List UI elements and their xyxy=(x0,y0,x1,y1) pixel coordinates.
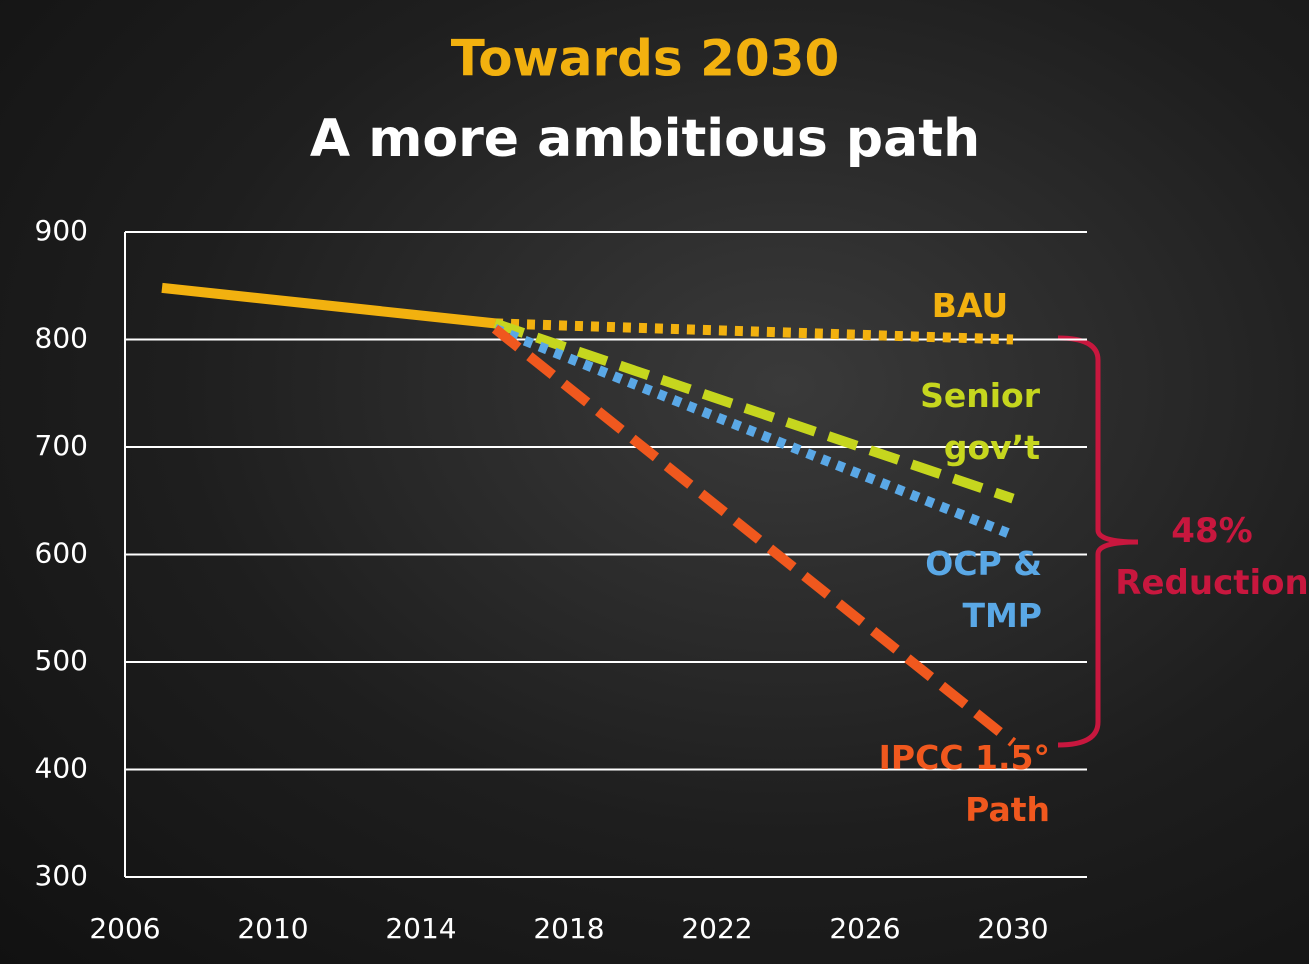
x-tick-label: 2006 xyxy=(89,912,160,945)
series-line xyxy=(162,288,495,323)
chart-subtitle: A more ambitious path xyxy=(310,109,980,169)
y-tick-label: 300 xyxy=(35,859,88,892)
y-tick-label: 500 xyxy=(35,644,88,677)
annotation: 48% Reduction xyxy=(1112,505,1309,609)
x-tick-label: 2030 xyxy=(977,912,1048,945)
chart: Towards 2030 A more ambitious path 300 40… xyxy=(0,0,1309,964)
slide: Towards 2030 A more ambitious path 300 40… xyxy=(0,0,1309,964)
series-label: Senior gov’t xyxy=(900,370,1040,474)
x-tick-label: 2022 xyxy=(681,912,752,945)
y-tick-label: 800 xyxy=(35,322,88,355)
x-tick-label: 2018 xyxy=(533,912,604,945)
x-tick-label: 2010 xyxy=(237,912,308,945)
x-tick-label: 2026 xyxy=(829,912,900,945)
series-label: IPCC 1.5° Path xyxy=(850,732,1050,836)
chart-title: Towards 2030 xyxy=(451,30,840,88)
y-tick-label: 900 xyxy=(35,214,88,247)
y-tick-label: 400 xyxy=(35,752,88,785)
x-tick-label: 2014 xyxy=(385,912,456,945)
series-label: OCP & TMP xyxy=(900,538,1042,642)
y-tick-label: 700 xyxy=(35,429,88,462)
y-tick-label: 600 xyxy=(35,537,88,570)
series-label: BAU xyxy=(900,280,1040,332)
